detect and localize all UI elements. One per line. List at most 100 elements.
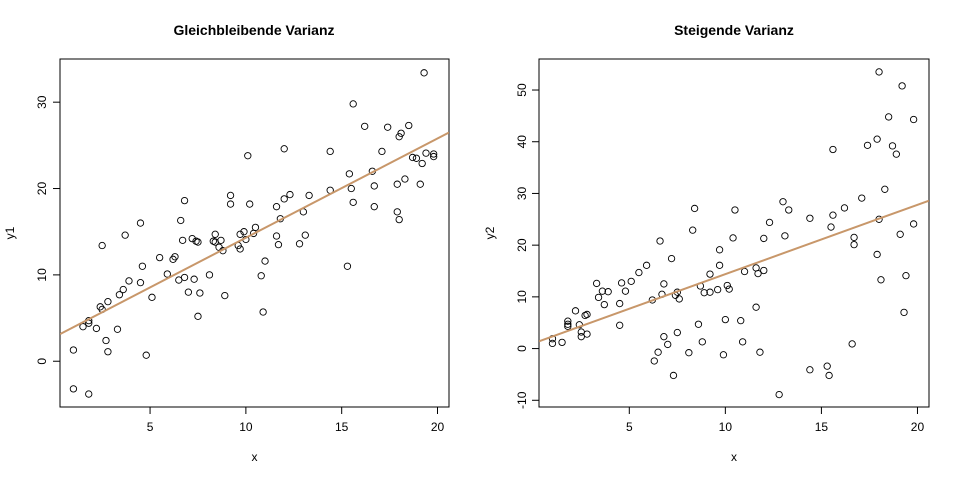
data-point bbox=[616, 321, 624, 329]
data-point bbox=[564, 322, 572, 330]
data-point bbox=[594, 293, 603, 302]
data-point bbox=[564, 317, 572, 325]
data-point bbox=[236, 230, 244, 238]
data-point bbox=[401, 175, 409, 183]
data-point bbox=[178, 236, 187, 244]
data-point bbox=[194, 312, 202, 320]
data-point bbox=[395, 133, 403, 141]
data-point bbox=[85, 390, 93, 398]
data-point bbox=[840, 204, 849, 212]
data-point bbox=[272, 232, 281, 240]
data-point bbox=[177, 216, 185, 225]
data-point bbox=[760, 234, 768, 243]
data-point bbox=[775, 390, 783, 399]
data-point bbox=[272, 203, 281, 211]
data-point bbox=[715, 261, 724, 269]
data-point bbox=[148, 293, 156, 301]
data-point bbox=[395, 215, 403, 224]
data-point bbox=[226, 191, 235, 200]
data-point bbox=[246, 200, 254, 208]
x-tick-label: 15 bbox=[815, 420, 829, 434]
data-point bbox=[370, 203, 378, 211]
x-tick-label: 20 bbox=[911, 420, 925, 434]
data-point bbox=[583, 330, 591, 338]
x-tick-label: 5 bbox=[147, 420, 154, 434]
data-point bbox=[642, 261, 651, 269]
data-point bbox=[349, 100, 357, 108]
data-point bbox=[740, 267, 749, 276]
data-point bbox=[873, 250, 881, 259]
data-point bbox=[261, 257, 269, 265]
data-point bbox=[558, 338, 566, 347]
data-point bbox=[305, 191, 313, 200]
data-point bbox=[184, 288, 193, 296]
data-point bbox=[180, 196, 189, 205]
data-point bbox=[393, 208, 401, 216]
data-point bbox=[221, 291, 229, 300]
data-point bbox=[723, 281, 731, 290]
data-point bbox=[738, 338, 747, 346]
data-point bbox=[240, 228, 248, 236]
data-point bbox=[850, 240, 858, 249]
data-point bbox=[69, 385, 78, 393]
data-point bbox=[635, 268, 643, 277]
regression-line bbox=[60, 131, 449, 335]
data-point bbox=[714, 285, 722, 294]
data-point bbox=[806, 366, 814, 374]
data-point bbox=[909, 220, 918, 228]
data-point bbox=[706, 288, 714, 296]
data-point bbox=[848, 340, 856, 348]
data-point bbox=[900, 308, 908, 317]
y-axis-label: y2 bbox=[483, 226, 497, 239]
x-tick-label: 10 bbox=[719, 420, 733, 434]
data-point bbox=[875, 68, 883, 76]
data-point bbox=[754, 269, 762, 278]
data-point bbox=[725, 285, 733, 293]
data-point bbox=[119, 285, 127, 294]
data-point bbox=[785, 206, 793, 214]
data-point bbox=[257, 272, 265, 280]
data-point bbox=[781, 232, 789, 240]
regression-line bbox=[539, 199, 929, 343]
data-point bbox=[416, 180, 424, 188]
data-point bbox=[685, 349, 693, 357]
data-point bbox=[729, 234, 737, 242]
data-point bbox=[660, 333, 668, 341]
data-point bbox=[378, 147, 386, 156]
data-point bbox=[721, 315, 730, 324]
data-point bbox=[190, 275, 198, 283]
chart-title: Steigende Varianz bbox=[674, 22, 794, 38]
chart-title: Gleichbleibende Varianz bbox=[173, 22, 334, 38]
y-tick-label: 30 bbox=[35, 95, 49, 109]
data-point bbox=[347, 184, 355, 193]
data-point bbox=[760, 266, 768, 275]
data-point bbox=[902, 272, 910, 280]
data-point bbox=[689, 226, 697, 234]
data-point bbox=[829, 211, 837, 219]
data-point bbox=[430, 152, 438, 161]
data-point bbox=[217, 236, 225, 244]
plot-frame bbox=[538, 58, 930, 408]
data-point bbox=[863, 141, 872, 150]
data-point bbox=[188, 234, 196, 243]
plot-frame bbox=[59, 58, 450, 408]
y-tick-label: 20 bbox=[515, 238, 529, 252]
data-point bbox=[706, 270, 714, 278]
data-point bbox=[326, 147, 334, 156]
data-point bbox=[295, 240, 304, 248]
data-point bbox=[604, 288, 612, 296]
data-point bbox=[690, 204, 699, 213]
data-point bbox=[581, 311, 589, 320]
y-tick-label: 0 bbox=[35, 358, 49, 365]
data-point bbox=[104, 348, 112, 356]
data-point bbox=[343, 262, 352, 270]
x-axis-label: x bbox=[731, 450, 737, 464]
y-tick-label: 40 bbox=[515, 135, 529, 149]
y-tick-label: 50 bbox=[515, 83, 529, 97]
data-point bbox=[669, 371, 678, 380]
data-point bbox=[656, 237, 664, 245]
data-point bbox=[660, 280, 668, 288]
data-point bbox=[138, 262, 147, 270]
data-point bbox=[737, 316, 745, 325]
